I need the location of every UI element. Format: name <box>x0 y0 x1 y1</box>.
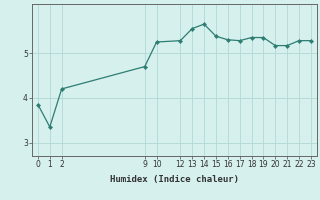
X-axis label: Humidex (Indice chaleur): Humidex (Indice chaleur) <box>110 175 239 184</box>
